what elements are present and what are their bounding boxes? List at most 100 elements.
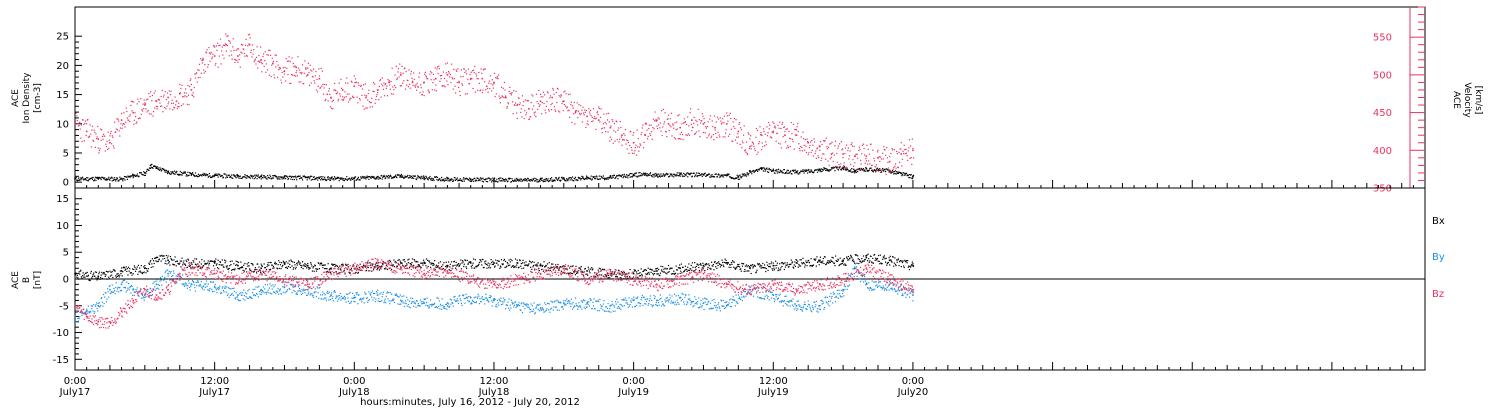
velocity-sample — [390, 80, 392, 83]
density-sample — [85, 179, 87, 181]
velocity-sample — [447, 70, 450, 73]
bx-point-37 — [912, 264, 914, 267]
bx-sample — [721, 259, 723, 261]
density-sample — [371, 175, 373, 178]
velocity-sample — [359, 99, 361, 101]
bx-sample — [747, 270, 749, 272]
by-sample — [244, 299, 246, 301]
velocity-sample — [211, 58, 213, 60]
bx-sample — [225, 260, 227, 262]
velocity-sample — [557, 110, 560, 112]
bx-sample — [84, 276, 86, 278]
by-sample — [129, 287, 131, 289]
density-sample — [120, 177, 123, 180]
velocity-sample — [744, 150, 746, 152]
density-sample — [79, 179, 81, 181]
velocity-sample — [194, 73, 196, 75]
density-sample — [276, 177, 278, 179]
velocity-sample — [164, 106, 166, 109]
velocity-sample — [869, 163, 871, 165]
velocity-point-18 — [283, 70, 286, 72]
bx-sample — [562, 265, 564, 267]
density-sample — [386, 175, 389, 178]
density-sample — [248, 176, 250, 178]
velocity-point-9 — [178, 92, 181, 95]
by-sample — [262, 290, 264, 292]
bx-sample — [852, 258, 854, 260]
density-sample — [402, 175, 404, 177]
bx-sample — [349, 272, 351, 274]
velocity-sample — [197, 69, 199, 71]
by-sample — [144, 296, 146, 299]
bx-sample — [827, 262, 830, 264]
velocity-sample — [200, 58, 202, 60]
velocity-sample — [780, 127, 782, 130]
bx-sample — [169, 256, 172, 258]
velocity-sample — [741, 140, 744, 142]
by-sample — [279, 290, 281, 292]
density-sample — [86, 177, 88, 179]
velocity-sample — [731, 140, 734, 143]
velocity-sample — [397, 71, 399, 73]
bx-sample — [92, 274, 94, 276]
velocity-sample — [250, 51, 252, 54]
velocity-sample — [496, 76, 499, 78]
bx-sample — [898, 264, 900, 267]
velocity-sample — [734, 139, 737, 141]
density-sample — [191, 173, 193, 175]
by-sample — [241, 294, 243, 296]
density-sample — [889, 171, 891, 173]
velocity-sample — [642, 147, 645, 149]
velocity-sample — [272, 62, 274, 64]
by-sample — [130, 285, 133, 287]
density-sample — [317, 177, 319, 179]
velocity-sample — [222, 54, 224, 56]
velocity-sample — [908, 147, 910, 149]
bx-sample — [108, 276, 110, 278]
velocity-sample — [692, 126, 694, 129]
bx-sample — [901, 260, 903, 262]
velocity-sample — [633, 152, 635, 154]
bx-sample — [564, 268, 567, 270]
bx-sample — [459, 264, 461, 266]
velocity-sample — [743, 125, 745, 127]
velocity-sample — [815, 150, 817, 152]
bx-sample — [754, 265, 756, 267]
velocity-sample — [345, 96, 347, 98]
bx-sample — [829, 260, 831, 262]
velocity-sample — [404, 88, 407, 90]
velocity-sample — [196, 72, 198, 74]
velocity-sample — [901, 165, 903, 167]
bx-sample — [457, 264, 459, 266]
density-sample — [383, 175, 386, 178]
bx-sample — [695, 265, 698, 268]
velocity-sample — [699, 136, 701, 138]
density-sample — [287, 178, 289, 181]
by-sample — [259, 293, 261, 295]
velocity-sample — [683, 118, 685, 120]
velocity-sample — [156, 108, 158, 110]
by-sample — [122, 279, 124, 282]
velocity-sample — [580, 113, 582, 115]
velocity-sample — [605, 131, 607, 133]
density-sample — [645, 174, 647, 176]
velocity-sample — [616, 139, 618, 141]
bx-sample — [658, 268, 660, 271]
velocity-point-59 — [760, 134, 763, 137]
bx-sample — [824, 256, 826, 258]
by-sample — [228, 287, 230, 289]
velocity-sample — [465, 70, 467, 72]
velocity-sample — [812, 144, 814, 146]
velocity-sample — [707, 121, 709, 123]
density-sample — [873, 169, 876, 171]
bx-sample — [537, 262, 539, 264]
velocity-sample — [819, 141, 822, 143]
density-sample — [677, 175, 680, 177]
velocity-sample — [274, 77, 276, 79]
velocity-sample — [480, 89, 482, 91]
by-sample — [268, 287, 270, 289]
density-sample — [541, 179, 543, 181]
velocity-sample — [864, 162, 866, 164]
bx-sample — [646, 273, 648, 276]
